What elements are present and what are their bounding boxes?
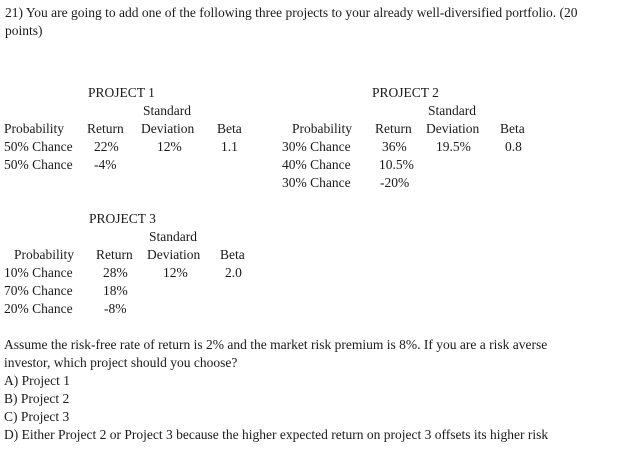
project-1-row-1-beta: 1.1 xyxy=(221,139,238,154)
project-2-header-probability: Probability xyxy=(292,121,352,136)
project-1-header-probability: Probability xyxy=(4,121,64,136)
prompt-line-2: investor, which project should you choos… xyxy=(4,355,238,370)
project-1-header-std-bottom: Deviation xyxy=(141,121,195,136)
project-1-row-2-probability: 50% Chance xyxy=(4,157,73,172)
project-1-row-1-probability: 50% Chance xyxy=(4,139,73,154)
project-2-row-2-return: 10.5% xyxy=(379,157,414,172)
option-b[interactable]: B) Project 2 xyxy=(4,391,70,406)
project-3-row-3-probability: 20% Chance xyxy=(4,301,73,316)
project-1-title: PROJECT 1 xyxy=(88,85,155,100)
project-2-row-1-beta: 0.8 xyxy=(505,139,522,154)
project-3-row-3-return: -8% xyxy=(104,301,127,316)
prompt-line-1: Assume the risk-free rate of return is 2… xyxy=(4,337,548,352)
project-3-header-return: Return xyxy=(96,247,133,262)
project-3-header-beta: Beta xyxy=(220,247,245,262)
project-1-header-std-top: Standard xyxy=(143,103,191,118)
project-1-row-2-return: -4% xyxy=(94,157,117,172)
project-1-header-return: Return xyxy=(87,121,124,136)
project-2-header-std-bottom: Deviation xyxy=(426,121,480,136)
project-3-row-1-std: 12% xyxy=(163,265,188,280)
project-1-header-beta: Beta xyxy=(217,121,242,136)
project-3-row-2-probability: 70% Chance xyxy=(4,283,73,298)
project-2-row-3-return: -20% xyxy=(380,175,410,190)
project-2-row-1-std: 19.5% xyxy=(436,139,471,154)
option-c[interactable]: C) Project 3 xyxy=(4,409,70,424)
project-3-title: PROJECT 3 xyxy=(89,211,156,226)
option-d[interactable]: D) Either Project 2 or Project 3 because… xyxy=(4,427,549,442)
project-3-header-std-top: Standard xyxy=(149,229,197,244)
project-2-header-return: Return xyxy=(375,121,412,136)
project-3-row-1-probability: 10% Chance xyxy=(4,265,73,280)
project-3-header-std-bottom: Deviation xyxy=(147,247,201,262)
project-1-row-1-std: 12% xyxy=(157,139,182,154)
project-2-row-2-probability: 40% Chance xyxy=(282,157,351,172)
project-3-row-2-return: 18% xyxy=(103,283,128,298)
project-1-row-1-return: 22% xyxy=(94,139,119,154)
question-intro-line-2: points) xyxy=(5,23,43,38)
project-3-row-1-return: 28% xyxy=(103,265,128,280)
project-2-header-std-top: Standard xyxy=(428,103,476,118)
project-2-row-1-probability: 30% Chance xyxy=(282,139,351,154)
question-intro-line-1: 21) You are going to add one of the foll… xyxy=(5,5,578,20)
project-2-title: PROJECT 2 xyxy=(372,85,439,100)
option-a[interactable]: A) Project 1 xyxy=(4,373,70,388)
project-3-row-1-beta: 2.0 xyxy=(225,265,242,280)
project-3-header-probability: Probability xyxy=(14,247,74,262)
project-2-row-3-probability: 30% Chance xyxy=(282,175,351,190)
project-2-row-1-return: 36% xyxy=(382,139,407,154)
project-2-header-beta: Beta xyxy=(500,121,525,136)
